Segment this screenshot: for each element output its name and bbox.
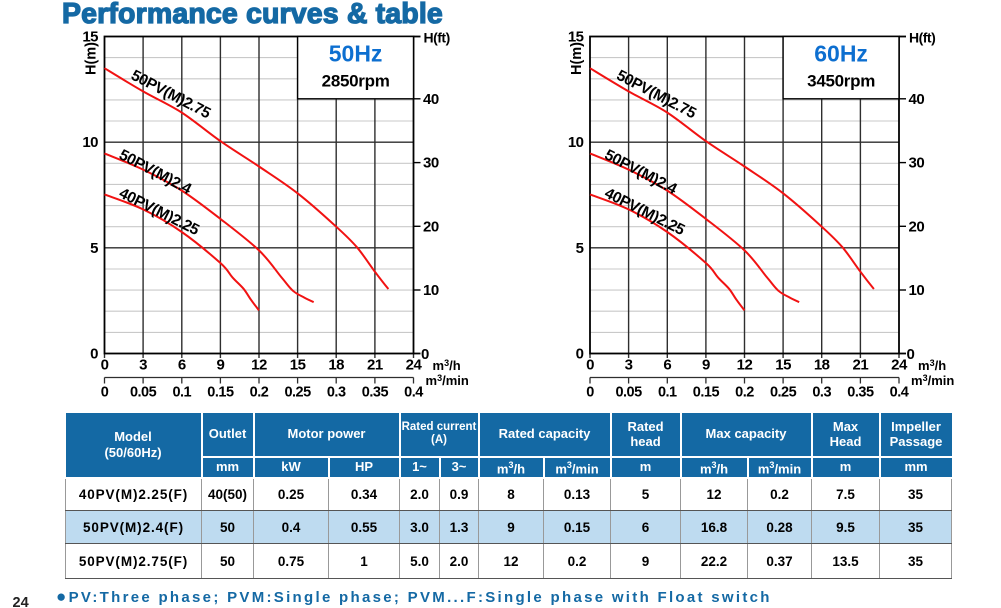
svg-text:9: 9 — [702, 357, 710, 374]
svg-text:50PV(M)2.75: 50PV(M)2.75 — [614, 67, 700, 123]
svg-text:H(ft): H(ft) — [909, 30, 935, 46]
svg-text:50Hz: 50Hz — [329, 41, 383, 67]
svg-text:10: 10 — [423, 282, 439, 299]
svg-text:10: 10 — [82, 134, 98, 151]
svg-text:0.15: 0.15 — [693, 385, 720, 401]
svg-text:5: 5 — [90, 240, 98, 257]
svg-text:0: 0 — [586, 357, 594, 374]
svg-text:3: 3 — [139, 357, 147, 374]
svg-text:0.4: 0.4 — [404, 385, 423, 401]
svg-text:40PV(M)2.25: 40PV(M)2.25 — [602, 185, 688, 239]
svg-text:6: 6 — [663, 357, 671, 374]
svg-text:0.1: 0.1 — [172, 385, 191, 401]
svg-text:15: 15 — [568, 29, 584, 46]
svg-text:12: 12 — [251, 357, 267, 374]
svg-text:20: 20 — [909, 218, 925, 235]
svg-text:5: 5 — [576, 240, 584, 257]
svg-text:10: 10 — [568, 134, 584, 151]
svg-text:0.35: 0.35 — [362, 385, 389, 401]
svg-text:0.05: 0.05 — [615, 385, 642, 401]
svg-text:12: 12 — [737, 357, 753, 374]
svg-text:m3/h: m3/h — [433, 358, 461, 373]
svg-text:20: 20 — [423, 218, 439, 235]
svg-text:18: 18 — [814, 357, 830, 374]
svg-text:0: 0 — [576, 346, 584, 363]
svg-text:15: 15 — [775, 357, 791, 374]
svg-text:0: 0 — [101, 385, 109, 401]
svg-text:0.3: 0.3 — [327, 385, 346, 401]
svg-text:24: 24 — [406, 357, 423, 374]
svg-text:6: 6 — [178, 357, 186, 374]
svg-text:0.1: 0.1 — [658, 385, 677, 401]
svg-text:15: 15 — [82, 29, 98, 46]
svg-text:3450rpm: 3450rpm — [807, 72, 875, 91]
svg-text:H(m): H(m) — [569, 42, 585, 75]
svg-text:0: 0 — [586, 385, 594, 401]
svg-text:0.15: 0.15 — [207, 385, 234, 401]
svg-text:0.25: 0.25 — [770, 385, 797, 401]
svg-text:H(m): H(m) — [84, 42, 100, 75]
svg-text:15: 15 — [290, 357, 306, 374]
svg-text:2850rpm: 2850rpm — [322, 72, 390, 91]
svg-text:0.25: 0.25 — [284, 385, 311, 401]
svg-text:21: 21 — [367, 357, 383, 374]
svg-text:24: 24 — [891, 357, 908, 374]
svg-text:40PV(M)2.25: 40PV(M)2.25 — [116, 185, 202, 239]
svg-text:0.4: 0.4 — [890, 385, 909, 401]
svg-text:0.2: 0.2 — [250, 385, 269, 401]
svg-text:0.35: 0.35 — [847, 385, 874, 401]
svg-text:30: 30 — [423, 155, 439, 172]
svg-text:0.05: 0.05 — [130, 385, 157, 401]
svg-text:0: 0 — [101, 357, 109, 374]
svg-text:0.3: 0.3 — [812, 385, 831, 401]
svg-text:m3/h: m3/h — [918, 358, 946, 373]
svg-text:50PV(M)2.75: 50PV(M)2.75 — [128, 67, 214, 123]
svg-text:18: 18 — [328, 357, 344, 374]
svg-text:30: 30 — [909, 155, 925, 172]
svg-text:0: 0 — [907, 346, 915, 363]
svg-text:m3/min: m3/min — [426, 373, 469, 388]
svg-text:H(ft): H(ft) — [424, 30, 450, 46]
svg-text:9: 9 — [216, 357, 224, 374]
svg-text:10: 10 — [909, 282, 925, 299]
svg-text:0: 0 — [421, 346, 429, 363]
svg-text:0.2: 0.2 — [735, 385, 754, 401]
svg-text:m3/min: m3/min — [911, 373, 954, 388]
svg-text:0: 0 — [90, 346, 98, 363]
svg-text:3: 3 — [625, 357, 633, 374]
svg-text:21: 21 — [853, 357, 869, 374]
svg-text:60Hz: 60Hz — [814, 41, 868, 67]
svg-text:40: 40 — [423, 91, 439, 108]
svg-text:40: 40 — [909, 91, 925, 108]
